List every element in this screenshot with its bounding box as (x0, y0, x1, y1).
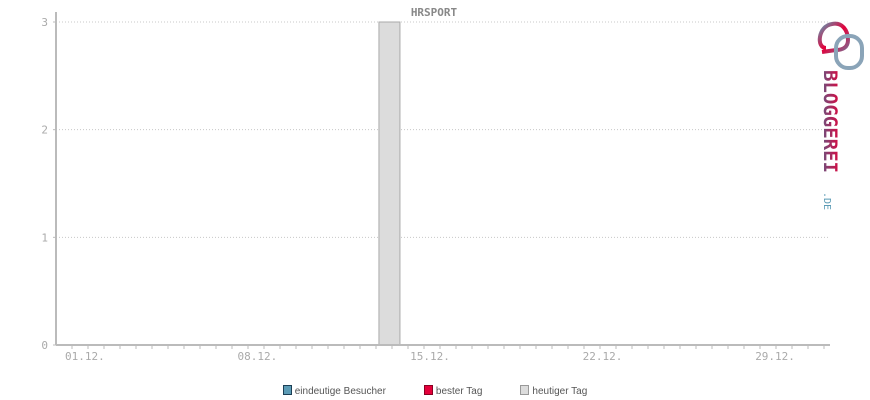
x-tick-label: 29.12. (755, 350, 795, 363)
legend-swatch (423, 385, 433, 395)
x-tick-label: 22.12. (583, 350, 623, 363)
legend-item-bester-tag[interactable]: bester Tag (423, 385, 483, 397)
x-tick-label: 08.12. (238, 350, 278, 363)
y-tick-label: 2 (41, 124, 48, 137)
x-tick-label: 01.12. (65, 350, 105, 363)
legend-swatch (282, 385, 292, 395)
legend-label: heutiger Tag (532, 386, 588, 397)
legend-item-heutiger-tag[interactable]: heutiger Tag (520, 385, 587, 397)
legend: eindeutige Besucher bester Tag heutiger … (0, 385, 870, 397)
chart-plot: HRSPORT 0 1 2 3 01.12. 08.12. 15.12. 22.12. 29.1… (41, 6, 830, 363)
y-tick-label: 0 (41, 339, 48, 352)
legend-swatch (520, 385, 530, 395)
chart-title: HRSPORT (411, 6, 458, 19)
legend-label: eindeutige Besucher (294, 386, 386, 397)
bar (378, 21, 401, 346)
legend-item-eindeutige-besucher[interactable]: eindeutige Besucher (282, 385, 386, 397)
logo-suffix: .DE (821, 192, 832, 210)
y-tick-label: 1 (41, 231, 48, 244)
x-tick-label: 15.12. (410, 350, 450, 363)
legend-label: bester Tag (435, 386, 483, 397)
logo-text: BLOGGEREI (819, 70, 841, 173)
y-tick-label: 3 (41, 16, 48, 29)
bloggerei-logo[interactable]: BLOGGEREI .DE (812, 18, 868, 218)
